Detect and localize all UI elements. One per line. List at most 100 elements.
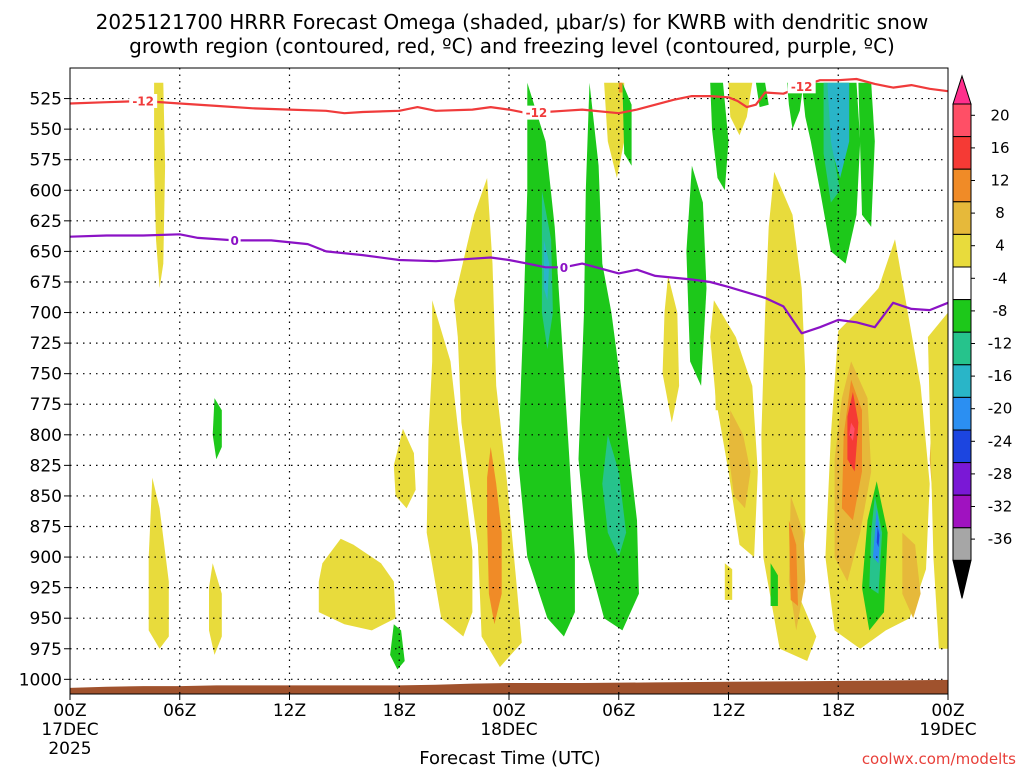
dgz-label-bg [129, 94, 158, 109]
colorbar-bin [952, 429, 972, 464]
y-tick-label: 575 [30, 151, 62, 171]
omega-region [454, 178, 522, 668]
omega-region [393, 428, 416, 509]
colorbar-bin [952, 527, 972, 561]
omega-region [543, 239, 550, 301]
omega-region [827, 82, 850, 178]
y-tick-label: 800 [30, 426, 62, 446]
x-tick-label: 06Z [163, 701, 196, 721]
y-tick-label: 625 [30, 212, 62, 232]
colorbar-bottom-extend [952, 559, 972, 599]
omega-region [876, 526, 880, 548]
colorbar-bin [952, 136, 972, 170]
colorbar-label: 16 [990, 139, 1009, 157]
freezing-contour-line [69, 233, 949, 335]
y-tick-label: 675 [30, 273, 62, 293]
x-tick-date: 18DEC [480, 720, 537, 740]
omega-region [578, 82, 639, 631]
omega-region [849, 422, 855, 441]
omega-region [604, 82, 625, 178]
y-tick-label: 925 [30, 579, 62, 599]
freezing-contour-label: 0 [560, 261, 568, 275]
grid [70, 68, 948, 694]
omega-region [212, 398, 222, 460]
colorbar-label: 8 [995, 204, 1005, 222]
x-tick-label: 18Z [383, 701, 416, 721]
y-tick-label: 650 [30, 242, 62, 262]
y-tick-label: 950 [30, 609, 62, 629]
colorbar-top-extend [952, 74, 972, 105]
omega-region [902, 532, 921, 619]
colorbar-bin [952, 266, 972, 301]
dgz-contour-label: -12 [791, 80, 813, 94]
colorbar-label: -12 [988, 335, 1013, 353]
x-tick-label: 18Z [822, 701, 855, 721]
colorbar-label: 20 [990, 106, 1009, 124]
colorbar-bin [952, 331, 972, 366]
colorbar-bin [952, 494, 972, 529]
dgz-label-bg [787, 79, 816, 94]
y-tick-label: 725 [30, 334, 62, 354]
colorbar-label: -8 [993, 302, 1008, 320]
y-tick-label: 900 [30, 548, 62, 568]
omega-region [318, 538, 396, 631]
colorbar-bin [952, 233, 972, 268]
y-tick-label: 700 [30, 304, 62, 324]
freezing-label-bg [557, 260, 570, 275]
omega-region [618, 82, 623, 93]
colorbar-label: -32 [988, 498, 1013, 516]
omega-region [728, 82, 753, 136]
freezing-contour-label: 0 [230, 234, 238, 248]
colorbar-label: -16 [988, 367, 1013, 385]
y-tick-label: 875 [30, 517, 62, 537]
y-tick-label: 850 [30, 487, 62, 507]
colorbar-bin [952, 168, 972, 203]
omega-region [426, 300, 473, 637]
colorbar-bin [952, 201, 972, 235]
y-tick-label: 550 [30, 120, 62, 140]
colorbar-label: 4 [995, 237, 1005, 255]
x-tick-label: 00Z [931, 701, 964, 721]
omega-region [770, 563, 778, 606]
freezing-label-bg [228, 233, 241, 248]
colorbar-label: -28 [988, 465, 1013, 483]
omega-region [788, 520, 798, 606]
x-tick-label: 06Z [602, 701, 635, 721]
y-tick-label: 600 [30, 181, 62, 201]
x-tick-label: 12Z [273, 701, 306, 721]
omega-region [927, 312, 948, 649]
omega-region [487, 447, 502, 625]
y-tick-label: 525 [30, 90, 62, 110]
dgz-contour-line [69, 77, 949, 115]
x-tick-label: 00Z [492, 701, 525, 721]
credit-text: coolwx.com/modelts [862, 750, 1016, 768]
omega-region [602, 434, 627, 558]
omega-region [209, 563, 222, 655]
omega-region [787, 82, 804, 130]
omega-region [154, 82, 166, 289]
dgz-contour-label: -12 [132, 95, 154, 109]
colorbar-bin [952, 299, 972, 333]
y-tick-label: 975 [30, 640, 62, 660]
chart-title-line1: 2025121700 HRRR Forecast Omega (shaded, … [96, 10, 929, 34]
y-tick-label: 775 [30, 395, 62, 415]
colorbar-label: 12 [990, 172, 1009, 190]
colorbar-label: -20 [988, 400, 1013, 418]
omega-region [390, 624, 405, 670]
y-axis-ticks: 525 550 575 600 625 650 675 700 725 750 775 800 825 8… [19, 90, 70, 690]
x-tick-label: 00Z [53, 701, 86, 721]
omega-region [622, 82, 632, 166]
x-axis-title: Forecast Time (UTC) [419, 748, 600, 768]
omega-region [148, 477, 169, 649]
colorbar-bin [952, 396, 972, 431]
y-tick-label: 750 [30, 365, 62, 385]
y-tick-label: 1000 [19, 670, 62, 690]
contours: -12 -12 -12 0 0 [69, 77, 949, 335]
colorbar-label: -4 [993, 269, 1008, 287]
omega-region [873, 508, 881, 564]
omega-region [710, 82, 729, 191]
colorbar-bin [952, 103, 972, 138]
dgz-contour-label: -12 [526, 106, 548, 120]
